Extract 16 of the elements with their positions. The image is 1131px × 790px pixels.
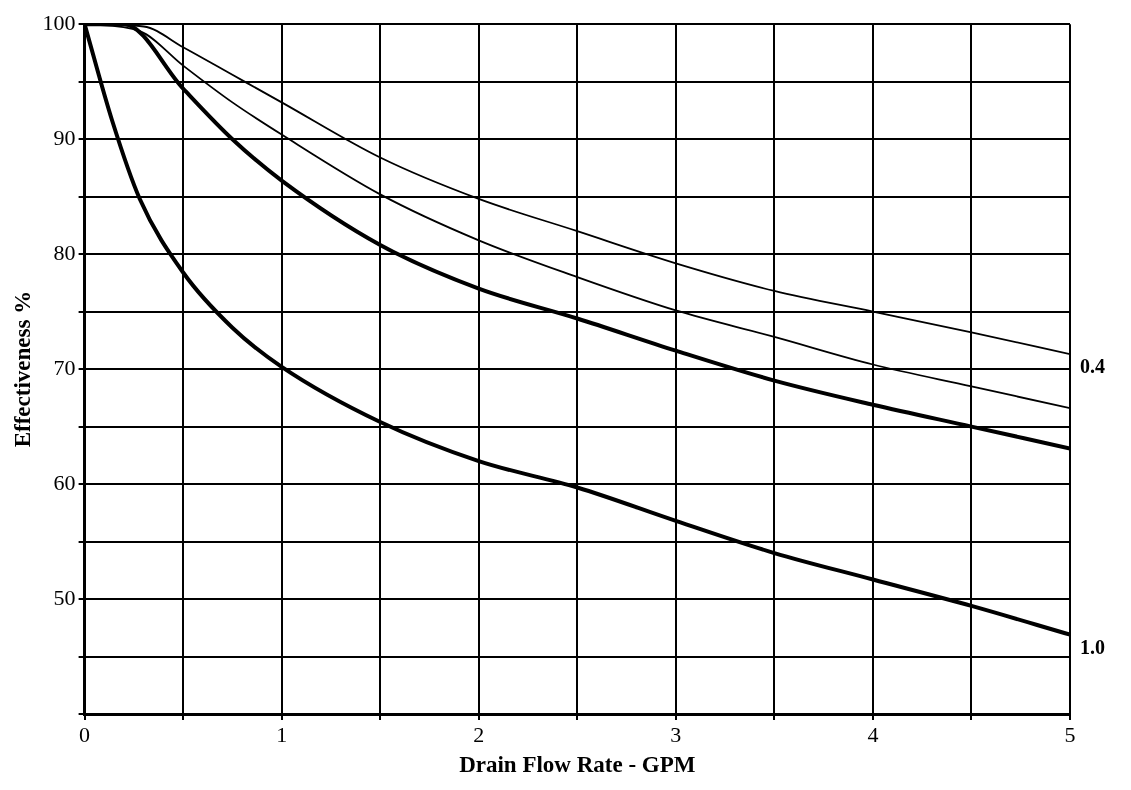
y-tick-label: 60 bbox=[53, 469, 76, 495]
x-tick-label: 1 bbox=[276, 721, 288, 747]
x-tick-label: 2 bbox=[473, 721, 485, 747]
y-tick-label: 100 bbox=[42, 9, 76, 35]
y-axis-title: Effectiveness % bbox=[9, 290, 35, 448]
x-tick-label: 5 bbox=[1064, 721, 1076, 747]
x-tick-label: 0 bbox=[79, 721, 91, 747]
y-tick-label: 80 bbox=[53, 239, 76, 265]
series-label: 1.0 bbox=[1080, 635, 1105, 658]
y-tick-label: 50 bbox=[53, 584, 76, 610]
x-tick-label: 3 bbox=[670, 721, 682, 747]
series-label: 0.4 bbox=[1080, 355, 1105, 378]
x-tick-label: 4 bbox=[867, 721, 879, 747]
x-axis-title: Drain Flow Rate - GPM bbox=[459, 752, 696, 778]
y-tick-label: 70 bbox=[53, 354, 76, 380]
y-tick-label: 90 bbox=[53, 124, 76, 150]
